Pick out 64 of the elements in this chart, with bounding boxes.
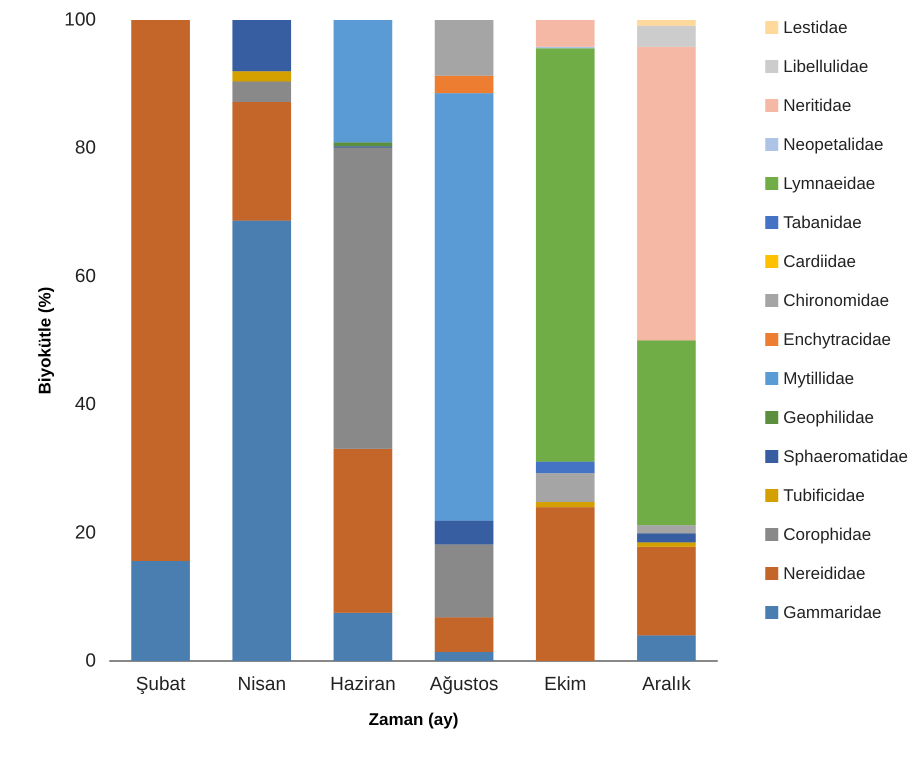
bar bbox=[434, 652, 494, 661]
legend-label: Corophidae bbox=[783, 525, 872, 544]
bar bbox=[434, 20, 494, 76]
bar bbox=[434, 520, 494, 544]
bar bbox=[334, 148, 392, 449]
x-tick-label: Ağustos bbox=[430, 674, 498, 695]
bar bbox=[637, 546, 696, 636]
legend-label: Mytillidae bbox=[783, 369, 854, 388]
bar bbox=[637, 542, 696, 547]
bar bbox=[334, 142, 392, 146]
bar bbox=[131, 561, 190, 661]
bar bbox=[536, 507, 595, 661]
y-axis-title: Biyokütle (%) bbox=[35, 286, 54, 394]
bar bbox=[434, 617, 494, 652]
bar bbox=[232, 220, 292, 661]
bar bbox=[637, 26, 696, 47]
y-tick-label: 0 bbox=[85, 650, 96, 672]
legend-label: Geophilidae bbox=[783, 408, 874, 427]
x-axis-title: Zaman (ay) bbox=[368, 710, 458, 729]
x-tick-label: Aralık bbox=[642, 674, 692, 695]
legend-label: Neritidae bbox=[783, 96, 852, 115]
legend-label: Neopetalidae bbox=[783, 135, 884, 154]
x-tick-label: Nisan bbox=[237, 674, 286, 695]
bar bbox=[637, 635, 696, 661]
bar bbox=[637, 20, 696, 26]
x-tick-label: Haziran bbox=[330, 674, 396, 695]
legend-label: Chironomidae bbox=[783, 291, 890, 310]
bar bbox=[434, 544, 494, 618]
bar bbox=[434, 76, 494, 94]
bar bbox=[334, 612, 392, 661]
bar bbox=[637, 340, 696, 526]
legend-label: Libellulidae bbox=[783, 57, 868, 76]
legend-label: Sphaeromatidae bbox=[783, 447, 908, 466]
legend-label: Cardiidae bbox=[783, 252, 856, 271]
bar bbox=[232, 102, 292, 221]
bar bbox=[434, 93, 494, 521]
x-tick-label: Şubat bbox=[136, 674, 186, 695]
y-tick-label: 20 bbox=[74, 522, 96, 544]
legend-label: Nereididae bbox=[783, 564, 866, 583]
bar bbox=[536, 462, 595, 474]
y-tick-label: 80 bbox=[74, 138, 96, 159]
y-tick-label: 60 bbox=[74, 266, 96, 287]
bar bbox=[334, 448, 392, 613]
bar bbox=[232, 20, 292, 72]
bar bbox=[637, 46, 696, 340]
bar bbox=[334, 20, 392, 142]
bar bbox=[637, 533, 696, 542]
legend-label: Lymnaeidae bbox=[783, 174, 876, 193]
x-tick-label: Ekim bbox=[544, 674, 586, 695]
legend-label: Lestidae bbox=[783, 18, 848, 37]
legend-label: Tabanidae bbox=[783, 213, 862, 232]
y-tick-label: 100 bbox=[64, 10, 96, 30]
legend-label: Gammaridae bbox=[783, 603, 882, 622]
bar bbox=[536, 20, 595, 47]
bar bbox=[536, 473, 595, 502]
bar bbox=[131, 20, 190, 562]
bar bbox=[536, 48, 595, 462]
legend-label: Enchytracidae bbox=[783, 330, 891, 349]
bar bbox=[536, 502, 595, 508]
y-tick-label: 40 bbox=[74, 394, 96, 416]
bar bbox=[232, 82, 292, 102]
legend-label: Tubificidae bbox=[783, 486, 865, 505]
bar bbox=[637, 525, 696, 534]
bar bbox=[232, 71, 292, 82]
